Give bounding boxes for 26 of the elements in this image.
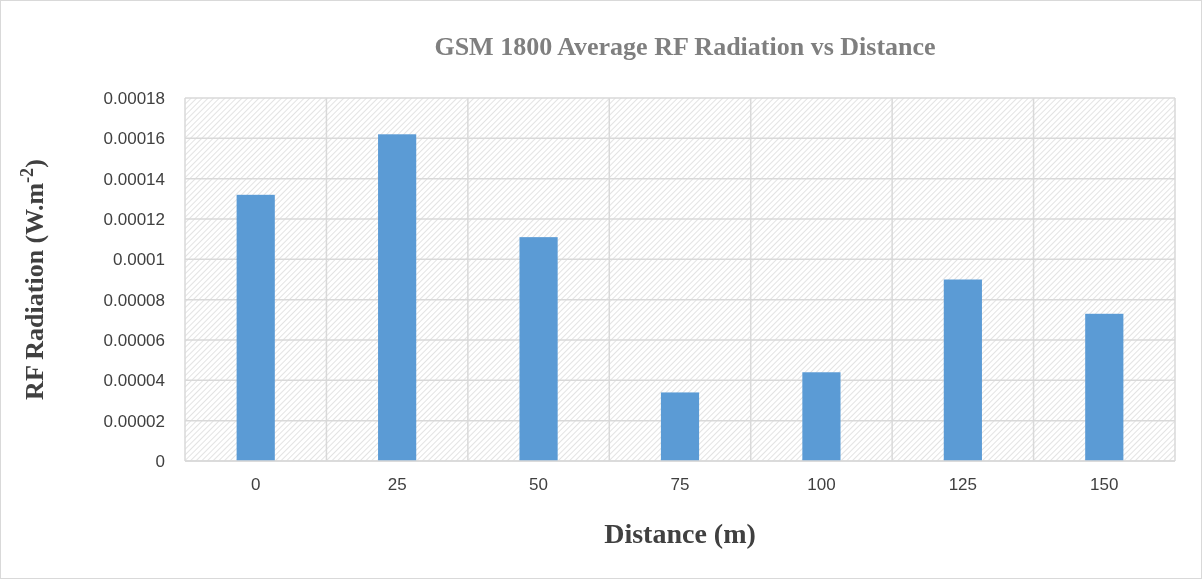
x-axis-title: Distance (m) <box>604 518 756 549</box>
bar <box>1085 313 1124 461</box>
x-tick-label: 100 <box>807 475 836 494</box>
x-tick-label: 75 <box>670 475 690 494</box>
y-tick-label: 0.00008 <box>103 290 165 310</box>
chart-title: GSM 1800 Average RF Radiation vs Distance <box>434 32 936 61</box>
bar <box>519 237 558 461</box>
bar <box>943 279 982 461</box>
y-tick-label: 0.00018 <box>103 88 165 108</box>
y-tick-label: 0 <box>155 451 165 471</box>
bar <box>802 372 841 461</box>
y-tick-label: 0.00002 <box>103 411 165 431</box>
y-tick-label: 0.00014 <box>103 169 165 189</box>
y-tick-label: 0.00004 <box>103 371 165 391</box>
x-tick-label: 50 <box>529 475 549 494</box>
x-tick-label: 0 <box>250 475 261 494</box>
x-tick-label: 25 <box>387 475 407 494</box>
y-tick-label: 0.00012 <box>103 209 165 229</box>
x-tick-label: 150 <box>1090 475 1119 494</box>
bar <box>378 134 417 461</box>
bar <box>660 392 700 461</box>
y-tick-label: 0.00016 <box>103 129 165 149</box>
y-tick-label: 0.00006 <box>103 330 165 350</box>
y-tick-label: 0.0001 <box>113 250 165 270</box>
bar <box>236 194 275 461</box>
x-tick-label: 125 <box>948 475 978 494</box>
